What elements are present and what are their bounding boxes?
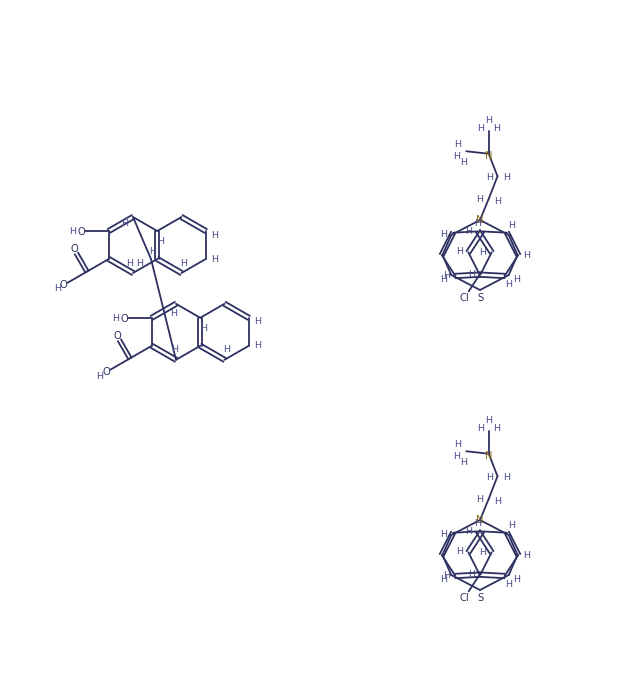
Text: H: H <box>456 247 463 256</box>
Text: H: H <box>459 158 467 167</box>
Text: H: H <box>493 124 501 133</box>
Text: H: H <box>440 574 447 584</box>
Text: O: O <box>71 244 78 254</box>
Text: H: H <box>121 220 128 228</box>
Text: H: H <box>223 345 230 355</box>
Text: H: H <box>96 372 103 380</box>
Text: H: H <box>440 275 447 283</box>
Text: S: S <box>477 293 483 303</box>
Text: H: H <box>443 271 450 281</box>
Text: H: H <box>508 521 515 530</box>
Text: H: H <box>70 228 76 237</box>
Text: H: H <box>477 495 483 504</box>
Text: H: H <box>466 227 473 236</box>
Text: N: N <box>477 515 483 525</box>
Text: H: H <box>479 248 486 257</box>
Text: O: O <box>102 367 110 377</box>
Text: H: H <box>441 231 447 239</box>
Text: H: H <box>493 424 501 433</box>
Text: N: N <box>485 151 492 161</box>
Text: H: H <box>468 570 475 579</box>
Text: O: O <box>114 331 121 341</box>
Text: H: H <box>180 258 187 268</box>
Text: H: H <box>503 473 510 482</box>
Text: O: O <box>77 227 85 237</box>
Text: H: H <box>486 473 493 482</box>
Text: H: H <box>485 416 492 424</box>
Text: H: H <box>508 221 515 230</box>
Text: H: H <box>211 231 218 239</box>
Text: H: H <box>254 317 261 326</box>
Text: H: H <box>443 572 450 580</box>
Text: O: O <box>120 314 128 324</box>
Text: N: N <box>477 215 483 225</box>
Text: H: H <box>494 497 501 506</box>
Text: H: H <box>150 247 157 256</box>
Text: H: H <box>475 519 482 528</box>
Text: H: H <box>475 219 482 228</box>
Text: H: H <box>523 250 530 260</box>
Text: H: H <box>126 258 133 268</box>
Text: H: H <box>112 315 119 323</box>
Text: H: H <box>513 275 520 283</box>
Text: H: H <box>513 574 520 584</box>
Text: H: H <box>171 345 178 355</box>
Text: H: H <box>200 324 207 334</box>
Text: H: H <box>453 452 459 461</box>
Text: H: H <box>137 258 143 268</box>
Text: H: H <box>477 424 484 433</box>
Text: S: S <box>477 593 483 603</box>
Text: H: H <box>477 195 483 204</box>
Text: H: H <box>459 458 467 466</box>
Text: H: H <box>157 237 164 247</box>
Text: H: H <box>485 116 492 125</box>
Text: H: H <box>441 530 447 539</box>
Text: H: H <box>54 284 61 294</box>
Text: H: H <box>171 309 178 318</box>
Text: H: H <box>254 341 261 351</box>
Text: O: O <box>59 280 67 290</box>
Text: Cl: Cl <box>459 293 469 303</box>
Text: H: H <box>456 547 463 557</box>
Text: Cl: Cl <box>459 593 469 603</box>
Text: H: H <box>211 254 218 264</box>
Text: H: H <box>494 197 501 206</box>
Text: H: H <box>479 548 486 557</box>
Text: H: H <box>505 279 512 289</box>
Text: H: H <box>486 173 493 182</box>
Text: H: H <box>454 140 461 148</box>
Text: H: H <box>454 440 461 449</box>
Text: H: H <box>468 270 475 279</box>
Text: H: H <box>503 173 510 182</box>
Text: H: H <box>505 580 512 589</box>
Text: H: H <box>466 527 473 536</box>
Text: H: H <box>477 124 484 133</box>
Text: H: H <box>523 551 530 559</box>
Text: H: H <box>453 152 459 161</box>
Text: N: N <box>485 451 492 461</box>
